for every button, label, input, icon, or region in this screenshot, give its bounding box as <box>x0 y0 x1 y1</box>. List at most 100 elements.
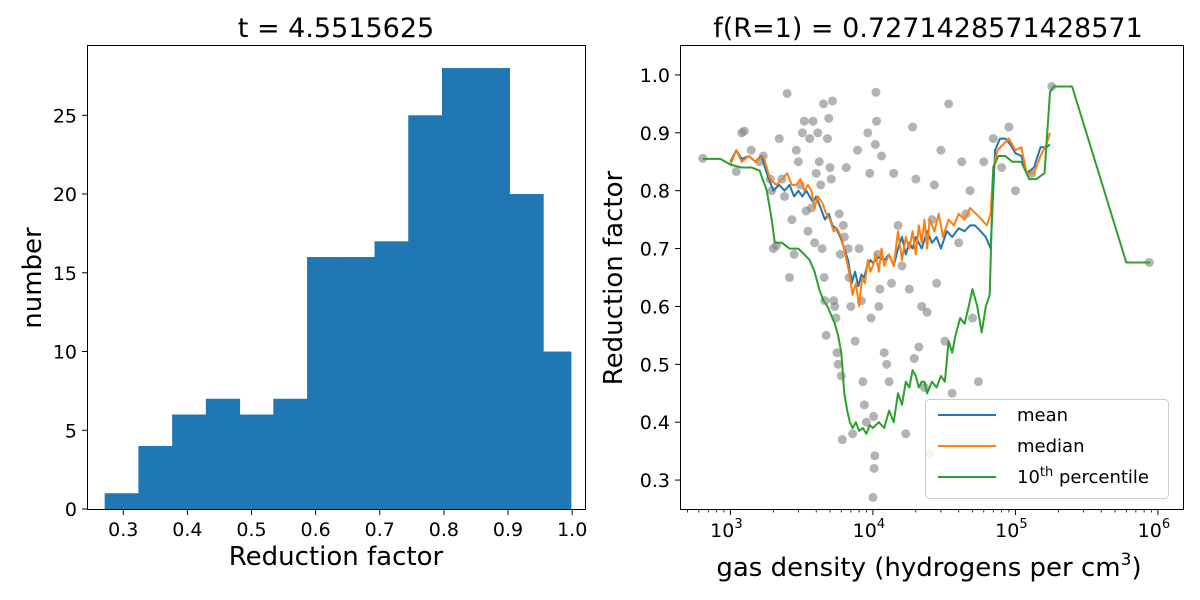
histogram-x-tick-label: 0.7 <box>365 519 395 541</box>
scatter-x-tick-label: 105 <box>995 517 1027 542</box>
scatter-point <box>811 168 821 178</box>
histogram-x-tick-label: 0.3 <box>108 519 138 541</box>
histogram-bar <box>441 68 477 510</box>
scatter-point <box>767 186 777 196</box>
scatter-x-axis-label-superscript: 3 <box>1121 550 1132 570</box>
scatter-point <box>824 113 834 123</box>
scatter-point <box>780 191 790 201</box>
histogram-x-tick-label: 0.6 <box>301 519 331 541</box>
scatter-point <box>816 180 826 190</box>
legend-label: 10th percentile <box>1017 465 1149 488</box>
scatter-y-axis-label: Reduction factor <box>599 170 629 385</box>
scatter-point <box>1010 186 1020 196</box>
histogram-title: t = 4.5515625 <box>238 13 434 44</box>
scatter-point <box>837 435 847 445</box>
scatter-x-axis-label-main: gas density (hydrogens per cm <box>716 553 1120 583</box>
histogram-x-tick-label: 0.9 <box>493 519 523 541</box>
scatter-y-tick-label: 0.3 <box>640 470 670 492</box>
scatter-point <box>997 163 1007 173</box>
scatter-point <box>838 220 848 230</box>
scatter-point <box>814 157 824 167</box>
scatter-point <box>858 377 868 387</box>
scatter-point <box>947 388 957 398</box>
scatter-point <box>731 167 741 177</box>
scatter-point <box>819 273 829 282</box>
scatter-line-chart: f(R=1) = 0.7271428571428571 103 104 105 106… <box>599 13 1184 583</box>
histogram-x-tick-label: 0.5 <box>236 519 266 541</box>
scatter-point <box>791 145 801 155</box>
scatter-point <box>968 313 978 323</box>
scatter-point <box>869 463 879 473</box>
scatter-point <box>901 429 911 439</box>
scatter-point <box>739 126 749 136</box>
scatter-point <box>1047 82 1057 92</box>
legend-label: median <box>1017 436 1084 457</box>
series-lines <box>702 85 1150 435</box>
scatter-point <box>879 348 889 358</box>
scatter-point <box>799 116 809 126</box>
scatter-y-tick-label: 0.8 <box>640 181 670 203</box>
scatter-point <box>810 238 820 248</box>
histogram-x-ticks: 0.3 0.4 0.5 0.6 0.7 0.8 0.9 1.0 <box>108 509 587 541</box>
scatter-x-axis-label: gas density (hydrogens per cm3) <box>716 550 1141 583</box>
scatter-point <box>861 417 871 427</box>
scatter-y-ticks: 0.3 0.4 0.5 0.6 0.7 0.8 0.9 1.0 <box>640 65 681 492</box>
scatter-point <box>886 278 896 288</box>
scatter-point <box>988 134 998 144</box>
scatter-point <box>789 249 799 259</box>
scatter-point <box>936 145 946 155</box>
scatter-y-tick-label: 0.7 <box>640 239 670 261</box>
scatter-point <box>929 180 939 190</box>
histogram-bar <box>138 446 173 509</box>
scatter-point <box>884 377 894 387</box>
legend-label: mean <box>1017 405 1068 426</box>
scatter-point <box>874 301 884 311</box>
scatter-y-tick-label: 0.9 <box>640 123 670 145</box>
scatter-point <box>822 134 832 144</box>
scatter-x-axis-label-suffix: ) <box>1131 553 1141 583</box>
scatter-point <box>871 87 881 97</box>
scatter-axes-frame <box>680 45 1184 510</box>
scatter-x-ticks: 103 104 105 106 <box>687 509 1170 542</box>
scatter-y-tick-label: 1.0 <box>640 65 670 87</box>
scatter-point <box>908 122 918 132</box>
scatter-point <box>821 330 831 340</box>
histogram-y-tick-label: 5 <box>65 420 77 442</box>
legend-items: mean median 10th percentile <box>938 405 1149 488</box>
scatter-point <box>875 284 885 294</box>
scatter-point <box>877 151 887 161</box>
histogram-x-tick-label: 1.0 <box>557 519 587 541</box>
histogram-bar <box>273 398 308 509</box>
histogram-bar <box>239 414 274 509</box>
histogram-y-axis-label: number <box>18 227 48 329</box>
scatter-point <box>868 492 878 502</box>
scatter-point <box>870 139 880 149</box>
scatter-point <box>846 301 856 311</box>
scatter-points <box>698 82 1154 502</box>
histogram-bar <box>307 257 342 509</box>
histogram-bar <box>543 351 572 509</box>
scatter-point <box>848 429 858 439</box>
scatter-x-tick-label: 104 <box>853 517 885 542</box>
scatter-point <box>904 284 914 294</box>
scatter-point <box>836 371 846 381</box>
scatter-point <box>835 249 845 259</box>
histogram-x-axis-label: Reduction factor <box>229 542 444 572</box>
scatter-point <box>940 336 950 346</box>
scatter-point <box>897 261 907 271</box>
scatter-point <box>793 157 803 167</box>
scatter-point <box>841 163 851 173</box>
scatter-point <box>787 215 797 225</box>
scatter-point <box>954 238 964 248</box>
scatter-point <box>797 128 807 138</box>
histogram-x-tick-label: 0.8 <box>429 519 459 541</box>
scatter-point <box>869 411 879 421</box>
scatter-y-tick-label: 0.4 <box>640 412 670 434</box>
series-line-10th-percentile <box>702 85 1150 435</box>
scatter-point <box>973 377 983 387</box>
scatter-point <box>922 307 932 317</box>
scatter-point <box>833 359 843 369</box>
scatter-point <box>914 342 924 352</box>
scatter-point <box>827 96 837 106</box>
